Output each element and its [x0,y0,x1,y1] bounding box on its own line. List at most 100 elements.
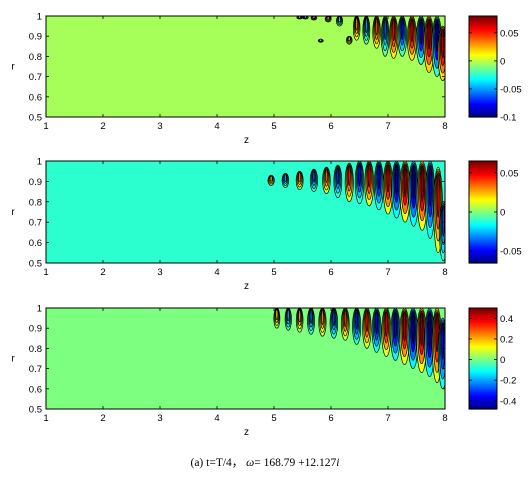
colorbar-band [469,356,497,360]
colorbar: 0.05 0 -0.05 -0.1 [468,15,522,124]
x-tick-label: 2 [100,121,105,132]
colorbar-band [469,379,497,382]
colorbar-tick-label: 0.05 [500,28,519,39]
contour-cell [338,16,341,23]
contour-cell [375,310,379,335]
colorbar-band [469,402,497,405]
colorbar-band [469,242,497,245]
contour-cell [365,310,369,333]
colorbar-band [469,75,497,79]
colorbar-band [469,213,497,216]
colorbar-band [469,34,497,38]
contour-structures [267,161,445,262]
colorbar-band [469,224,497,227]
colorbar-band [469,183,497,186]
contour-cell [298,16,301,19]
colorbar-band [469,180,497,183]
y-tick-label: 0.6 [29,92,42,103]
colorbar-band [469,250,497,253]
colorbar-band [469,372,497,375]
colorbar-band [469,355,497,358]
colorbar-band [469,162,497,165]
colorbar-band [469,192,497,196]
x-tick-label: 6 [328,413,333,424]
colorbar-band [469,330,497,333]
colorbar-band [469,361,497,364]
colorbar-band [469,367,497,371]
colorbar-band [469,334,497,338]
caption-omega-value: = 168.79 +12.127 [254,457,337,469]
colorbar-band [469,52,497,55]
colorbar-band [469,212,497,215]
x-tick-label: 5 [271,267,276,278]
colorbar-band [469,63,497,66]
colorbar-band [469,28,497,31]
y-tick-label: 0.6 [29,238,42,249]
plot-frame [45,15,446,118]
colorbar-band [469,308,497,311]
caption-prefix: (a) t=T/4， [190,457,244,469]
y-tick-label: 0.8 [29,197,42,208]
colorbar-band [469,74,497,77]
colorbar-band [469,360,497,363]
colorbar-band [469,341,497,344]
colorbar-band [469,102,497,105]
y-tick-label: 0.7 [29,72,42,83]
colorbar-band [469,38,497,41]
colorbar-band [469,247,497,250]
colorbar-band [469,170,497,173]
contour-cell [347,36,351,42]
colorbar-band [469,42,497,46]
colorbar-band [469,315,497,319]
omega-symbol: ω [246,457,255,469]
x-tick-label: 1 [43,267,48,278]
contour-cell [321,309,324,325]
colorbar-band [469,344,497,347]
colorbar-band [469,232,497,235]
contour-cell [325,168,328,184]
colorbar-band [469,85,497,88]
colorbar-band [469,219,497,223]
x-axis-label: z [244,135,249,146]
colorbar-band [469,194,497,197]
colorbar-band [469,181,497,184]
colorbar-band [469,64,497,68]
colorbar-band [469,221,497,224]
colorbar: 0.4 0.2 0 -0.2 -0.4 [468,307,516,410]
colorbar-band [469,199,497,202]
colorbar-band [469,72,497,75]
colorbar-band [469,77,497,80]
y-tick-label: 0.9 [29,32,42,43]
colorbar-band [469,167,497,170]
colorbar-frame [468,307,498,410]
colorbar-band [469,319,497,322]
contour-cell [384,311,388,337]
y-tick-label: 1 [37,12,42,23]
contour-cell [410,18,414,43]
colorbar-band [469,172,497,175]
colorbar-band [469,317,497,320]
colorbar-band [469,36,497,39]
x-tick-label: 6 [328,267,333,278]
colorbar-tick-label: 0 [500,56,505,67]
colorbar-band [469,17,497,20]
contour-cell [383,18,387,41]
colorbar-band [469,377,497,380]
colorbar-band [469,231,497,234]
contour-cell [275,309,279,321]
colorbar-band [469,239,497,242]
colorbar-band [469,45,497,49]
contour-structures [273,308,445,390]
y-tick-label: 0.6 [29,384,42,395]
colorbar-band [469,105,497,109]
colorbar-band [469,320,497,323]
y-tick-label: 0.5 [29,405,42,416]
contour-cell [441,29,445,59]
colorbar: 0.05 0 -0.05 [468,160,522,264]
colorbar-band [469,93,497,96]
colorbar-band [469,374,497,377]
plot-frame [45,160,446,264]
colorbar-band [469,94,497,98]
colorbar-band [469,208,497,212]
colorbar-band [469,342,497,345]
